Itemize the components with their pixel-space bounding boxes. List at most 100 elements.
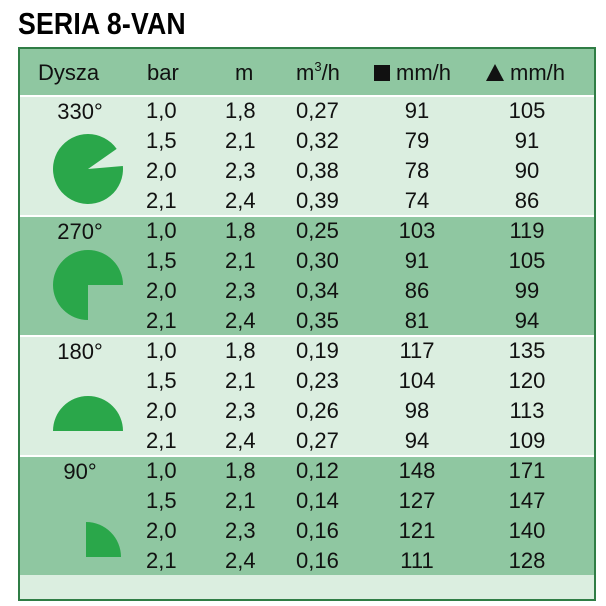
triangle-precip-cell: 113 (509, 398, 545, 423)
triangle-precip-cell: 120 (508, 368, 546, 393)
header-triangle-precip: mm/h (486, 49, 565, 95)
square-precip-cell: 94 (404, 428, 430, 453)
triangle-precip-cell: 109 (508, 428, 546, 453)
flow-cell: 0,26 (296, 398, 339, 423)
triangle-precip-cell: 119 (509, 218, 545, 243)
pressure-cell: 2,0 (146, 278, 177, 303)
triangle-precip-cell: 99 (514, 278, 540, 303)
radius-cell: 2,3 (225, 398, 256, 423)
nozzle-angle: 330° (57, 99, 103, 124)
triangle-precip-cell: 105 (508, 98, 546, 123)
header-square-label: mm/h (396, 60, 451, 85)
header-m: m (235, 60, 254, 85)
table-row: 1,5 2,1 0,23 104 120 (20, 366, 594, 396)
group-divider (20, 335, 594, 337)
flow-cell: 0,16 (296, 548, 339, 573)
header-flow: m3/h (296, 49, 340, 95)
square-precip-cell: 91 (404, 248, 430, 273)
radius-cell: 1,8 (225, 458, 256, 483)
square-precip-cell: 103 (398, 218, 436, 243)
square-precip-cell: 74 (404, 188, 430, 213)
pressure-cell: 1,0 (146, 338, 177, 363)
square-precip-cell: 148 (398, 458, 436, 483)
table-row: 1,5 2,1 0,32 79 91 (20, 126, 594, 156)
page-title: SERIA 8-VAN (18, 6, 186, 41)
table-row: 2,1 2,4 0,16 111 128 (20, 546, 594, 576)
pie-90-icon (50, 521, 122, 598)
radius-cell: 2,1 (225, 128, 256, 153)
radius-cell: 2,4 (225, 548, 256, 573)
nozzle-group: 180° 1,0 1,8 0,19 117 135 1,5 2,1 0,23 104 120 2,0 2… (20, 335, 594, 455)
triangle-precip-cell: 171 (508, 458, 546, 483)
header-bar: bar (147, 60, 179, 85)
square-precip-cell: 86 (404, 278, 430, 303)
table-row: 2,0 2,3 0,26 98 113 (20, 396, 594, 426)
nozzle-group: 330° 1,0 1,8 0,27 91 105 1,5 2,1 0,32 79 91 2,0 2,3 0… (20, 95, 594, 215)
pressure-cell: 2,1 (146, 188, 177, 213)
radius-cell: 2,3 (225, 278, 256, 303)
square-precip-cell: 111 (400, 548, 434, 573)
table-row: 2,0 2,3 0,16 121 140 (20, 516, 594, 546)
pie-330-icon (52, 133, 124, 210)
group-divider (20, 215, 594, 217)
flow-cell: 0,38 (296, 158, 339, 183)
square-precip-cell: 91 (404, 98, 430, 123)
square-precip-cell: 81 (404, 308, 430, 333)
radius-cell: 2,3 (225, 158, 256, 183)
square-precip-cell: 117 (399, 338, 435, 363)
flow-cell: 0,34 (296, 278, 339, 303)
nozzle-angle: 180° (57, 339, 103, 364)
triangle-precip-cell: 91 (514, 128, 540, 153)
flow-cell: 0,30 (296, 248, 339, 273)
header-flow-rest: /h (321, 60, 340, 85)
radius-cell: 2,4 (225, 308, 256, 333)
triangle-precip-cell: 105 (508, 248, 546, 273)
table-row: 1,5 2,1 0,30 91 105 (20, 246, 594, 276)
flow-cell: 0,23 (296, 368, 339, 393)
pressure-cell: 1,5 (146, 128, 177, 153)
radius-cell: 2,4 (225, 188, 256, 213)
flow-cell: 0,25 (296, 218, 339, 243)
table-row: 2,1 2,4 0,39 74 86 (20, 186, 594, 216)
table-row: 2,1 2,4 0,35 81 94 (20, 306, 594, 336)
pressure-cell: 1,0 (146, 98, 177, 123)
pressure-cell: 2,0 (146, 518, 177, 543)
flow-cell: 0,39 (296, 188, 339, 213)
pressure-cell: 2,1 (146, 548, 177, 573)
flow-cell: 0,12 (296, 458, 339, 483)
square-precip-cell: 98 (404, 398, 430, 423)
radius-cell: 2,1 (225, 248, 256, 273)
radius-cell: 1,8 (225, 338, 256, 363)
radius-cell: 2,3 (225, 518, 256, 543)
pressure-cell: 2,0 (146, 158, 177, 183)
pressure-cell: 1,5 (146, 368, 177, 393)
triangle-precip-cell: 86 (514, 188, 540, 213)
table-row: 1,0 1,8 0,25 103 119 (20, 216, 594, 246)
radius-cell: 1,8 (225, 98, 256, 123)
group-divider (20, 455, 594, 457)
square-precip-cell: 127 (398, 488, 436, 513)
square-precip-cell: 121 (398, 518, 436, 543)
triangle-precip-cell: 147 (508, 488, 546, 513)
flow-cell: 0,16 (296, 518, 339, 543)
header-square-precip: mm/h (374, 49, 451, 95)
flow-cell: 0,35 (296, 308, 339, 333)
triangle-precip-cell: 140 (508, 518, 546, 543)
group-divider (20, 95, 594, 97)
table-row: 1,5 2,1 0,14 127 147 (20, 486, 594, 516)
pressure-cell: 2,1 (146, 308, 177, 333)
flow-cell: 0,27 (296, 98, 339, 123)
triangle-precip-cell: 94 (514, 308, 540, 333)
performance-table: Dysza bar m m3/h mm/h mm/h 330° 1,0 1,8 0,2… (18, 47, 596, 601)
flow-cell: 0,32 (296, 128, 339, 153)
flow-cell: 0,14 (296, 488, 339, 513)
table-row: 1,0 1,8 0,27 91 105 (20, 96, 594, 126)
nozzle-angle: 270° (57, 219, 103, 244)
pressure-cell: 1,0 (146, 458, 177, 483)
nozzle-group: 270° 1,0 1,8 0,25 103 119 1,5 2,1 0,30 91 105 2,0 2,… (20, 215, 594, 335)
header-flow-base: m (296, 60, 315, 85)
table-row: 2,1 2,4 0,27 94 109 (20, 426, 594, 456)
triangle-precip-cell: 90 (514, 158, 540, 183)
table-row: 1,0 1,8 0,12 148 171 (20, 456, 594, 486)
pressure-cell: 1,0 (146, 218, 177, 243)
